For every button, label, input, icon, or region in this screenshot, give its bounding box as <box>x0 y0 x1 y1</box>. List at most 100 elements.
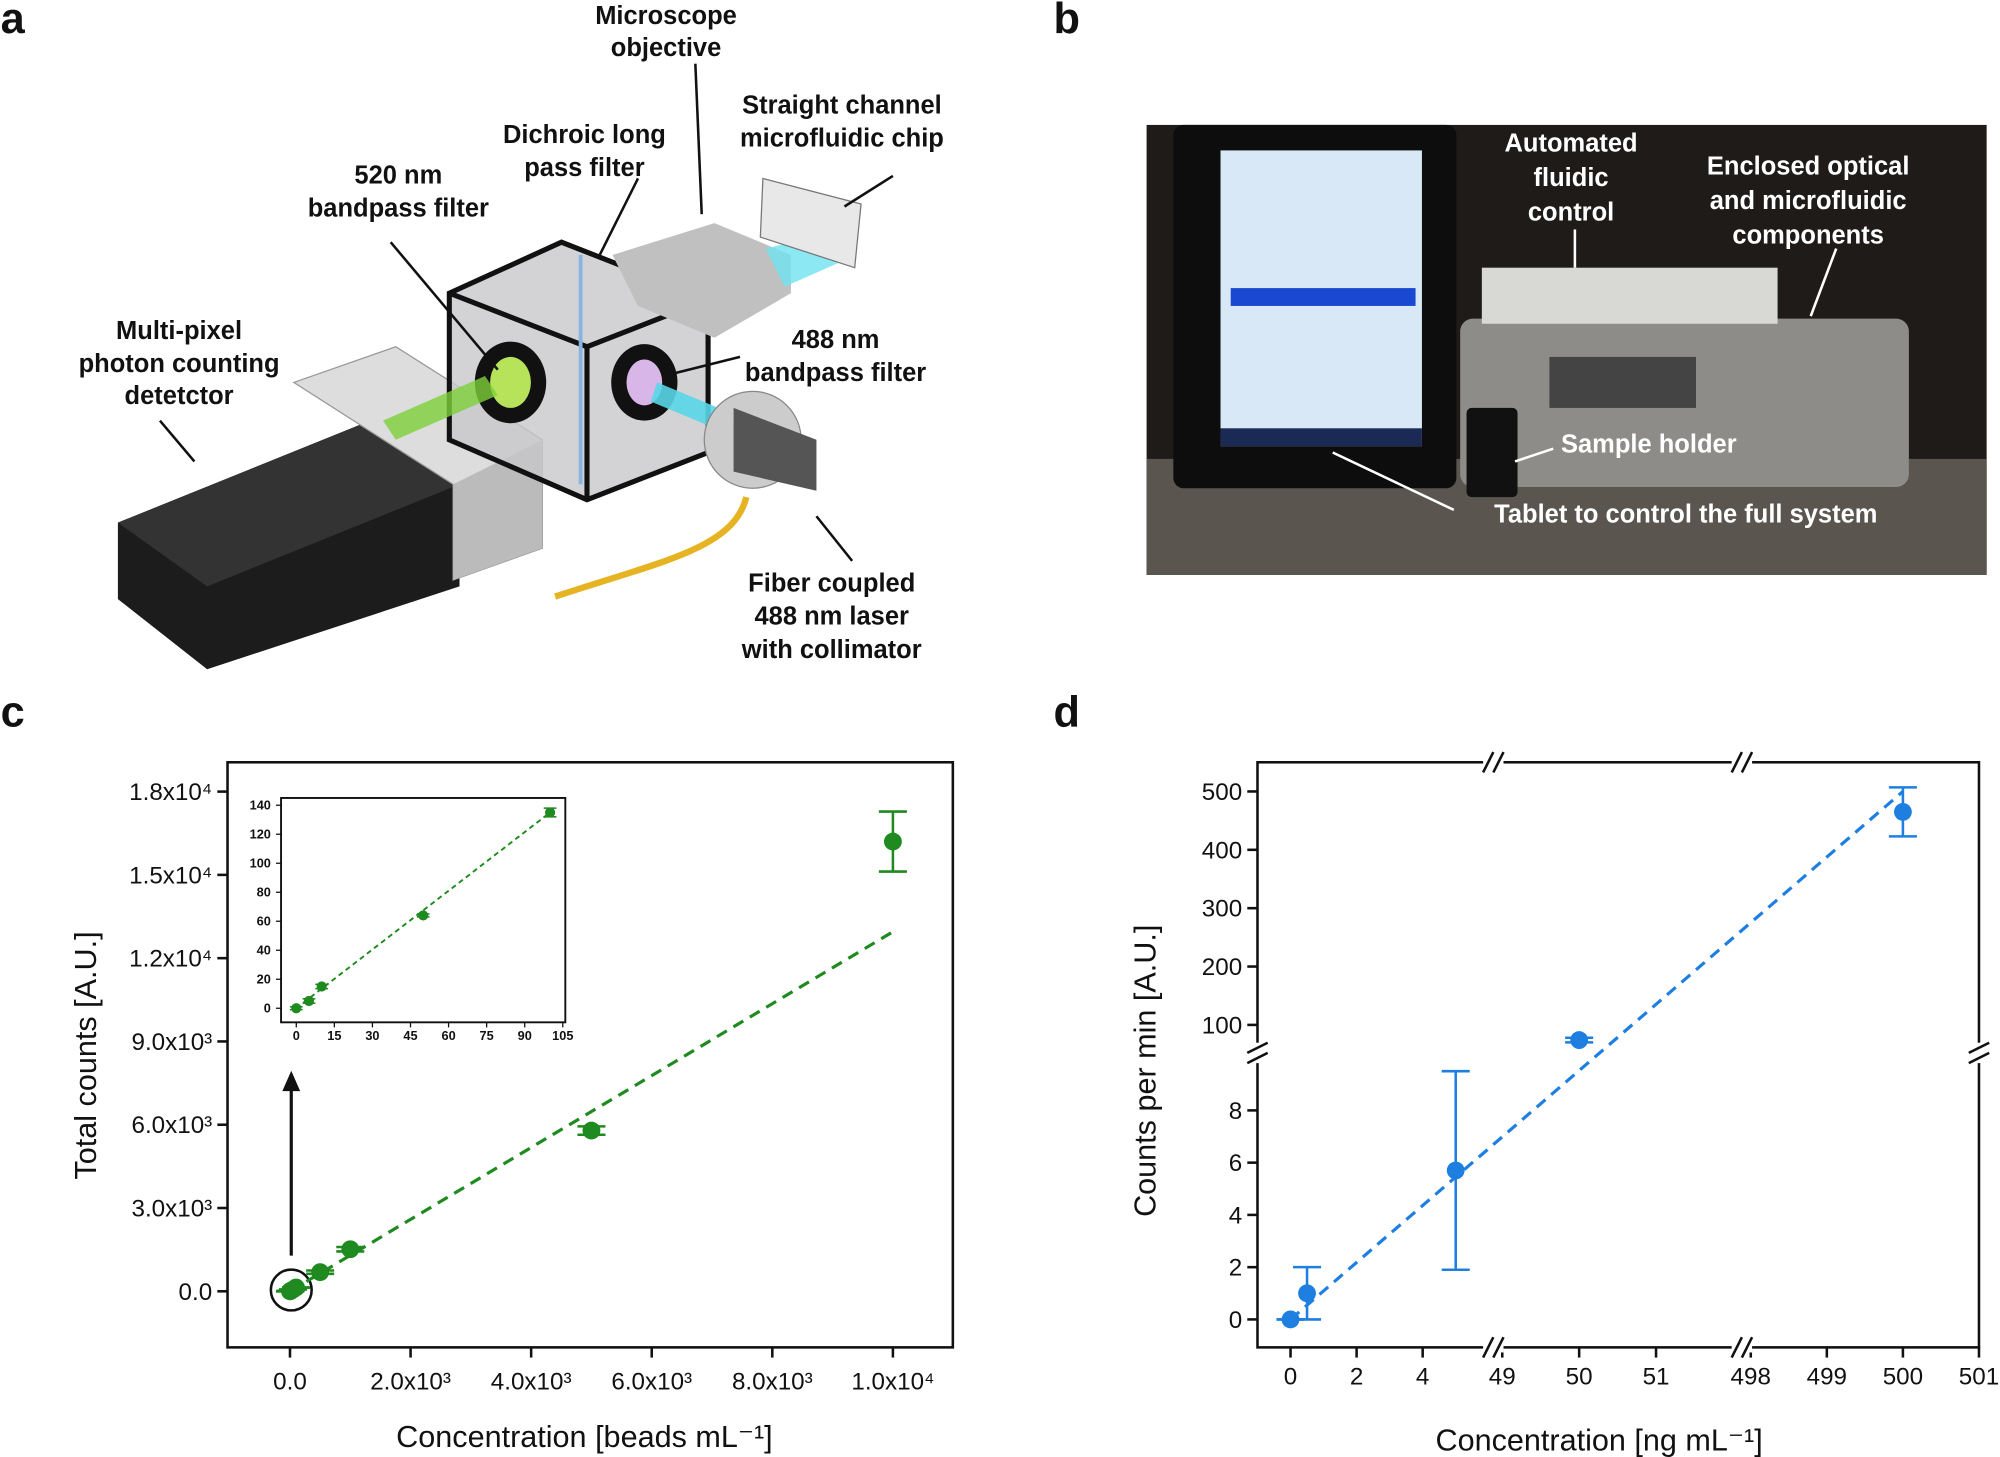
y-tick-label: 2 <box>1229 1255 1242 1282</box>
point <box>1298 1284 1316 1303</box>
x-tick-label: 2.0x10³ <box>370 1368 451 1395</box>
label: Sample holder <box>1561 431 1737 459</box>
label: 488 nm bandpass filter <box>745 326 926 387</box>
label: Straight channel microfluidic chip <box>740 91 944 152</box>
inset-frame <box>280 797 567 1024</box>
axis-break <box>1968 1041 1990 1055</box>
x-tick-label: 501 <box>1959 1363 1999 1390</box>
x-tick-label: 4.0x10³ <box>491 1368 572 1395</box>
y-tick-label: 1.5x10⁴ <box>129 862 212 889</box>
axis-break-gap <box>1731 1342 1753 1353</box>
axis-break-gap <box>1973 1042 1985 1064</box>
y-tick-label: 120 <box>250 827 271 842</box>
point <box>883 832 902 851</box>
x-tick-label: 498 <box>1731 1363 1771 1390</box>
axis-break <box>1492 1336 1505 1359</box>
axis-break <box>1492 751 1505 774</box>
y-tick-label: 9.0x10³ <box>131 1029 212 1056</box>
y-tick-label: 60 <box>257 914 271 929</box>
x-tick-label: 500 <box>1883 1363 1923 1390</box>
y-tick-label: 1.8x10⁴ <box>129 779 212 806</box>
x-tick-label: 499 <box>1807 1363 1847 1390</box>
label: Multi-pixel photon counting detetctor <box>79 317 280 410</box>
point <box>311 1263 330 1282</box>
point <box>1446 1161 1465 1180</box>
y-tick-label: 0 <box>1229 1307 1242 1334</box>
point <box>544 807 556 818</box>
x-tick-label: 0 <box>293 1028 300 1043</box>
panel-label: a <box>1 0 26 43</box>
axis-break <box>1968 1051 1990 1065</box>
x-tick-label: 105 <box>552 1028 573 1043</box>
axis-break <box>1740 1336 1754 1359</box>
panel-label: d <box>1054 689 1080 737</box>
point <box>316 981 327 992</box>
axis-break-gap <box>1252 1042 1263 1064</box>
y-axis-label: Counts per min [A.U.] <box>1129 925 1163 1217</box>
highlight-circle <box>269 1268 313 1312</box>
point <box>291 1003 302 1014</box>
y-tick-label: 4 <box>1229 1202 1242 1229</box>
y-tick-label: 6 <box>1229 1150 1242 1177</box>
y-tick-label: 8 <box>1229 1098 1242 1125</box>
label: Dichroic long pass filter <box>503 121 666 182</box>
y-tick-label: 500 <box>1202 779 1242 806</box>
x-axis-label: Concentration [ng mL⁻¹] <box>1436 1424 1763 1457</box>
system-photo <box>1146 124 1987 575</box>
x-tick-label: 90 <box>518 1028 532 1043</box>
y-tick-label: 300 <box>1202 896 1242 923</box>
y-tick-label: 100 <box>1202 1012 1242 1039</box>
label: 520 nm bandpass filter <box>308 162 489 223</box>
setup-diagram <box>117 63 894 670</box>
plot-frame <box>1256 761 1981 1349</box>
x-tick-label: 1.0x10⁴ <box>851 1368 934 1395</box>
x-tick-label: 50 <box>1566 1363 1593 1390</box>
x-tick-label: 2 <box>1350 1363 1363 1390</box>
y-tick-label: 0 <box>264 1001 271 1016</box>
point <box>1893 802 1912 821</box>
x-tick-label: 8.0x10³ <box>732 1368 813 1395</box>
x-tick-label: 15 <box>327 1028 341 1043</box>
x-tick-label: 0 <box>1284 1363 1297 1390</box>
x-tick-label: 4 <box>1416 1363 1429 1390</box>
panel-label: b <box>1054 0 1080 43</box>
axis-break <box>1730 1336 1744 1359</box>
x-tick-label: 45 <box>403 1028 417 1043</box>
y-tick-label: 80 <box>257 885 271 900</box>
point <box>341 1240 360 1259</box>
point <box>287 1278 305 1297</box>
x-tick-label: 0.0 <box>273 1368 307 1395</box>
arrow-head <box>282 1070 301 1092</box>
x-tick-label: 75 <box>480 1028 494 1043</box>
y-tick-label: 100 <box>250 856 271 871</box>
axis-break <box>1481 751 1495 774</box>
y-tick-label: 40 <box>257 943 271 958</box>
point <box>1570 1031 1589 1049</box>
plot-frame <box>226 761 955 1349</box>
label: Automated fluidic control <box>1505 130 1638 227</box>
y-tick-label: 400 <box>1202 837 1242 864</box>
label: Enclosed optical and microfluidic componen… <box>1707 153 1910 250</box>
y-tick-label: 3.0x10³ <box>131 1195 212 1222</box>
point <box>582 1121 601 1140</box>
axis-break-gap <box>1483 757 1504 768</box>
axis-break <box>1246 1041 1269 1055</box>
x-tick-label: 6.0x10³ <box>611 1368 692 1395</box>
point <box>1281 1310 1300 1329</box>
axis-break <box>1740 751 1754 774</box>
x-tick-label: 51 <box>1643 1363 1670 1390</box>
panel-label: c <box>1 689 25 737</box>
label: Fiber coupled 488 nm laser with collimator <box>741 569 922 663</box>
x-tick-label: 30 <box>365 1028 379 1043</box>
trend-line <box>1289 790 1904 1321</box>
y-tick-label: 1.2x10⁴ <box>129 946 212 973</box>
x-tick-label: 49 <box>1489 1363 1516 1390</box>
trend-line <box>289 930 894 1293</box>
axis-break-gap <box>1483 1342 1504 1353</box>
label: Microscope objective <box>595 2 737 62</box>
point <box>303 995 315 1007</box>
y-tick-label: 6.0x10³ <box>131 1112 212 1139</box>
axis-break <box>1730 751 1744 774</box>
y-tick-label: 140 <box>250 798 271 813</box>
